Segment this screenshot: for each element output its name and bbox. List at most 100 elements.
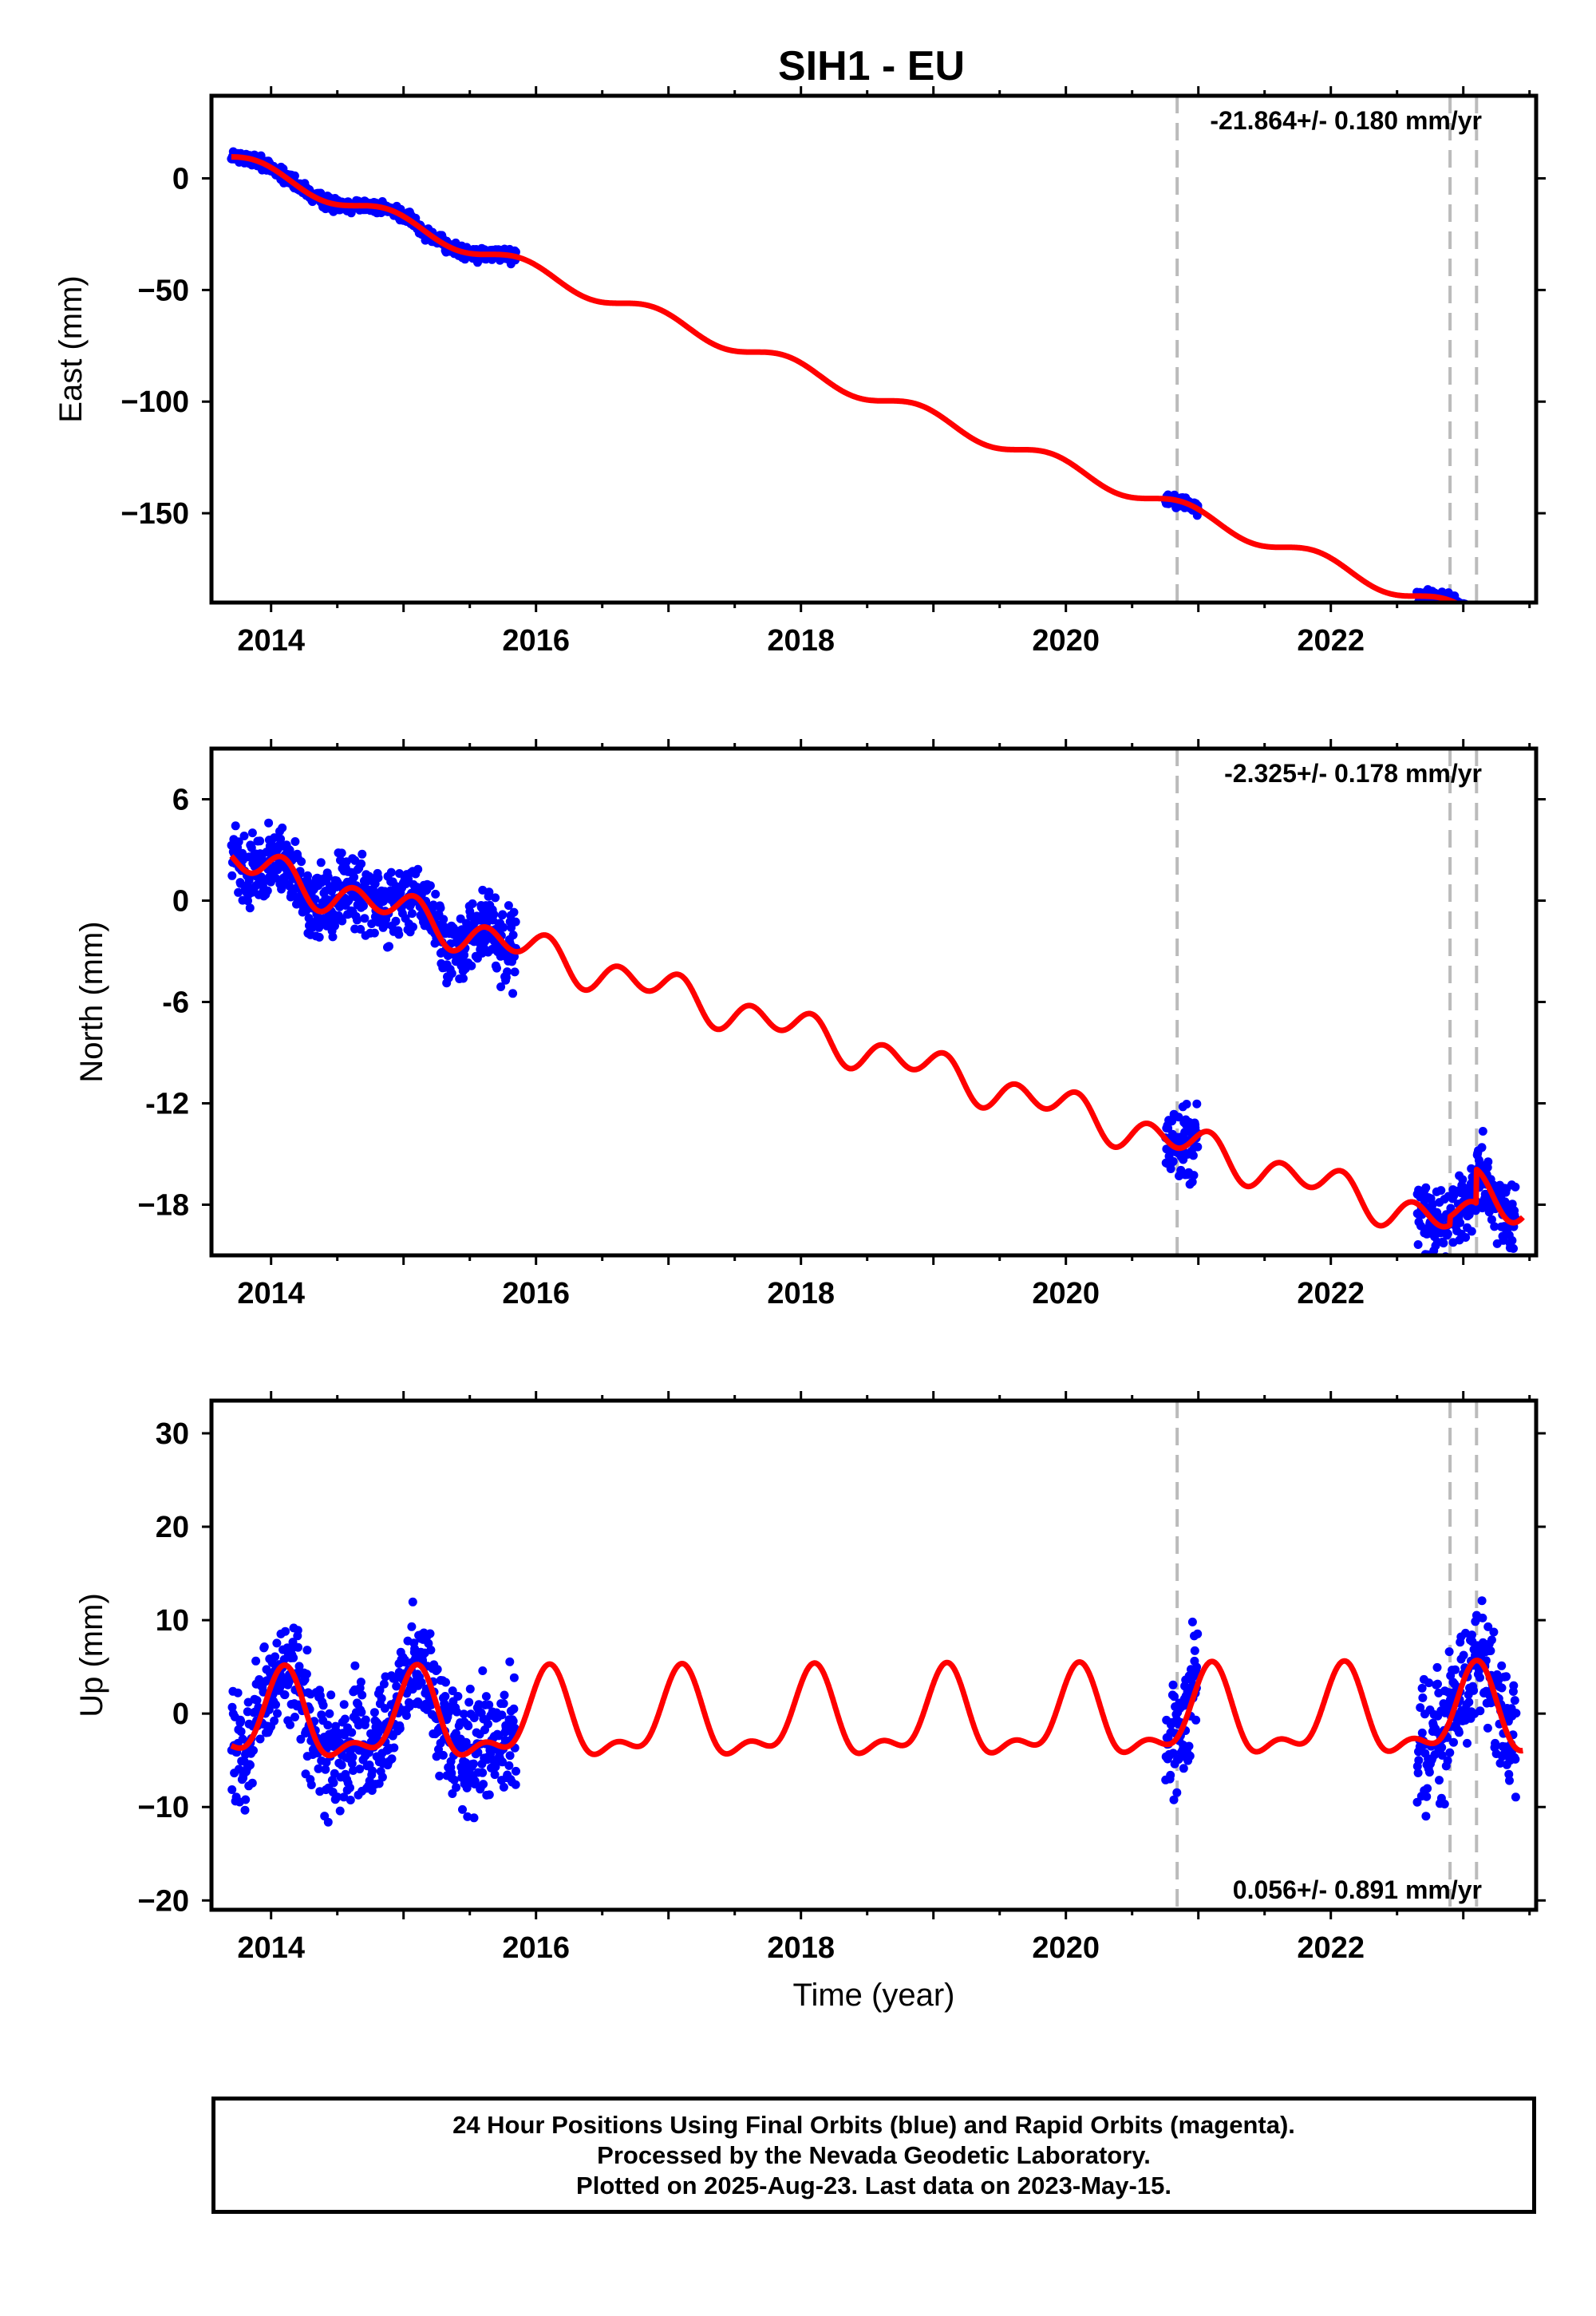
- east-obs-point-927: [1504, 650, 1513, 659]
- north-obs-point-47: [247, 828, 257, 838]
- up-obs-point-741: [1422, 1792, 1432, 1801]
- up-obs-point-122: [281, 1626, 290, 1636]
- east-obs-point-871: [1479, 627, 1488, 636]
- east-obs-point-843: [1468, 603, 1476, 612]
- up-y-tick-label-4: −10: [138, 1791, 189, 1824]
- east-obs-point-886: [1486, 634, 1495, 643]
- up-obs-point-617: [499, 1782, 508, 1792]
- east-obs-point-859: [1474, 622, 1483, 630]
- up-obs-point-538: [464, 1697, 474, 1707]
- up-obs-point-776: [1437, 1743, 1447, 1753]
- east-obs-point-931: [1506, 646, 1515, 654]
- up-obs-point-331: [373, 1719, 382, 1729]
- north-obs-point-938: [1509, 1243, 1518, 1253]
- up-obs-point-722: [1413, 1769, 1423, 1777]
- north-x-tick-label-3: 2020: [1032, 1277, 1100, 1310]
- north-obs-point-817: [1456, 1218, 1465, 1227]
- up-obs-point-225: [326, 1690, 336, 1700]
- up-obs-point-616: [499, 1699, 508, 1709]
- up-obs-point-641: [510, 1723, 519, 1733]
- north-obs-point-45: [247, 843, 256, 852]
- east-obs-point-863: [1476, 628, 1485, 637]
- north-obs-point-473: [436, 903, 445, 913]
- up-obs-point-42: [246, 1761, 255, 1770]
- east-obs-point-910: [1497, 635, 1506, 644]
- north-obs-point-296: [358, 849, 367, 859]
- north-obs-point-203: [316, 858, 326, 868]
- north-obs-point-869: [1478, 1127, 1487, 1136]
- north-obs-point-628: [504, 901, 513, 911]
- up-obs-point-718: [1193, 1629, 1203, 1638]
- north-obs-point-643: [511, 917, 520, 927]
- east-obs-point-943: [1511, 647, 1520, 656]
- east-obs-point-876: [1482, 631, 1491, 640]
- north-y-tick-label-1: 0: [172, 885, 189, 919]
- north-obs-point-543: [467, 961, 476, 970]
- up-obs-point-290: [355, 1765, 365, 1774]
- up-obs-point-770: [1435, 1776, 1444, 1785]
- east-obs-point-889: [1487, 635, 1496, 644]
- north-y-tick-label-0: 6: [172, 784, 189, 817]
- north-obs-point-84: [264, 818, 274, 828]
- north-obs-point-624: [503, 967, 512, 977]
- north-obs-point-16: [234, 837, 243, 847]
- up-obs-point-103: [272, 1638, 282, 1648]
- up-obs-point-665: [1170, 1692, 1179, 1701]
- north-obs-point-372: [391, 916, 401, 926]
- up-obs-point-270: [346, 1796, 355, 1804]
- up-obs-point-32: [241, 1795, 251, 1804]
- east-obs-point-842: [1467, 608, 1476, 617]
- up-y-tick-label-0: 30: [156, 1417, 189, 1451]
- east-obs-point-880: [1483, 631, 1492, 640]
- up-obs-point-293: [356, 1678, 365, 1687]
- up-obs-point-664: [1169, 1795, 1179, 1804]
- up-obs-point-513: [453, 1692, 463, 1701]
- up-obs-point-886: [1486, 1646, 1495, 1655]
- up-obs-point-65: [255, 1734, 265, 1744]
- east-y-tick-label-2: −100: [120, 385, 189, 419]
- up-obs-point-240: [333, 1792, 342, 1802]
- east-obs-point-885: [1486, 626, 1495, 635]
- north-obs-point-249: [337, 848, 346, 858]
- north-obs-point-642: [510, 967, 519, 977]
- up-obs-point-825: [1459, 1650, 1468, 1660]
- up-panel: 2014 2016 2018 2020 2022 30 20 10 0 −10 −20 Up (mm)…: [74, 1391, 1546, 2013]
- east-obs-point-888: [1487, 639, 1496, 648]
- up-obs-point-731: [1417, 1683, 1427, 1693]
- up-obs-point-268: [346, 1783, 354, 1792]
- up-obs-point-939: [1509, 1681, 1519, 1690]
- east-obs-point-911: [1497, 638, 1506, 647]
- north-obs-point-294: [357, 859, 366, 868]
- east-obs-point-923: [1503, 641, 1511, 650]
- up-obs-point-740: [1421, 1812, 1431, 1821]
- east-obs-point-874: [1481, 634, 1490, 642]
- east-obs-point-844: [1468, 609, 1476, 618]
- up-obs-point-396: [401, 1711, 411, 1721]
- up-obs-point-363: [387, 1754, 397, 1764]
- up-obs-point-541: [465, 1684, 475, 1694]
- north-obs-point-131: [285, 881, 294, 891]
- up-obs-point-368: [389, 1743, 399, 1753]
- north-obs-point-718: [1193, 1142, 1203, 1152]
- up-obs-point-21: [236, 1717, 246, 1726]
- up-obs-point-743: [1423, 1784, 1432, 1793]
- north-x-tick-label-4: 2022: [1297, 1277, 1365, 1310]
- up-obs-point-712: [1190, 1646, 1199, 1655]
- north-obs-point-638: [508, 931, 518, 940]
- east-obs-point-870: [1479, 631, 1487, 640]
- up-obs-point-671: [1172, 1788, 1182, 1797]
- up-obs-point-612: [497, 1710, 507, 1720]
- east-obs-point-873: [1480, 622, 1489, 631]
- east-obs-point-854: [1472, 614, 1481, 622]
- up-obs-point-256: [340, 1730, 350, 1740]
- east-obs-point-856: [1473, 626, 1482, 634]
- north-obs-point-317: [367, 919, 377, 928]
- up-obs-point-471: [435, 1771, 444, 1780]
- east-obs-point-916: [1499, 646, 1508, 655]
- east-obs-point-858: [1474, 622, 1483, 630]
- up-obs-point-319: [368, 1766, 377, 1776]
- up-obs-point-153: [294, 1662, 304, 1671]
- north-obs-point-104: [273, 865, 282, 875]
- up-obs-point-550: [469, 1713, 479, 1722]
- north-x-tick-label-0: 2014: [237, 1277, 305, 1310]
